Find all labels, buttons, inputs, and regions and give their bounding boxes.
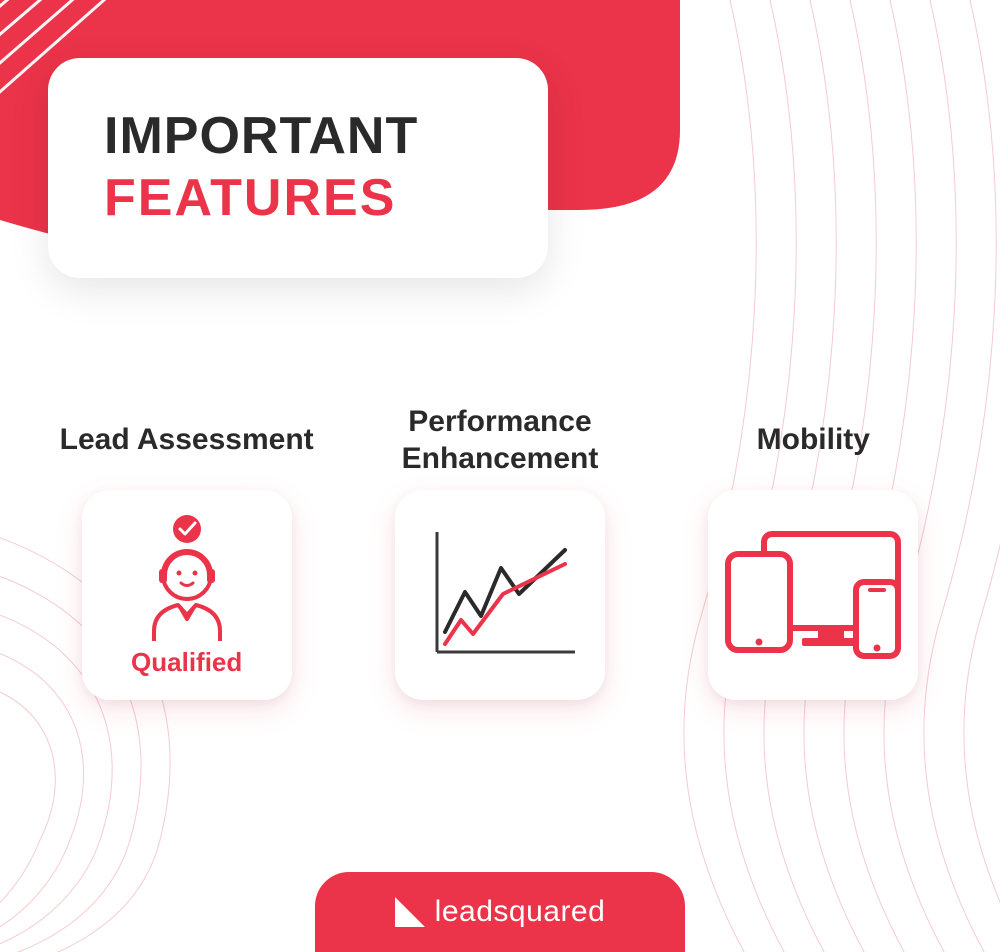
feature-title: Lead Assessment bbox=[60, 400, 314, 480]
title-line-1: IMPORTANT bbox=[104, 109, 492, 164]
devices-icon bbox=[718, 520, 908, 670]
brand-name: leadsquared bbox=[435, 895, 606, 929]
icon-card-performance bbox=[395, 490, 605, 700]
qualified-person-icon bbox=[132, 513, 242, 643]
feature-title: Performance Enhancement bbox=[350, 400, 650, 480]
features-row: Lead Assessment Qualified bbox=[0, 400, 1000, 700]
qualified-label: Qualified bbox=[131, 647, 242, 678]
brand-pill: leadsquared bbox=[315, 872, 685, 952]
leadsquared-logo-icon bbox=[395, 897, 425, 927]
feature-performance-enhancement: Performance Enhancement bbox=[350, 400, 650, 700]
feature-title: Mobility bbox=[757, 400, 870, 480]
feature-mobility: Mobility bbox=[663, 400, 963, 700]
growth-chart-icon bbox=[415, 520, 585, 670]
feature-lead-assessment: Lead Assessment Qualified bbox=[37, 400, 337, 700]
icon-card-mobility bbox=[708, 490, 918, 700]
title-card: IMPORTANT FEATURES bbox=[48, 58, 548, 278]
icon-card-lead-assessment: Qualified bbox=[82, 490, 292, 700]
title-line-2: FEATURES bbox=[104, 170, 492, 227]
